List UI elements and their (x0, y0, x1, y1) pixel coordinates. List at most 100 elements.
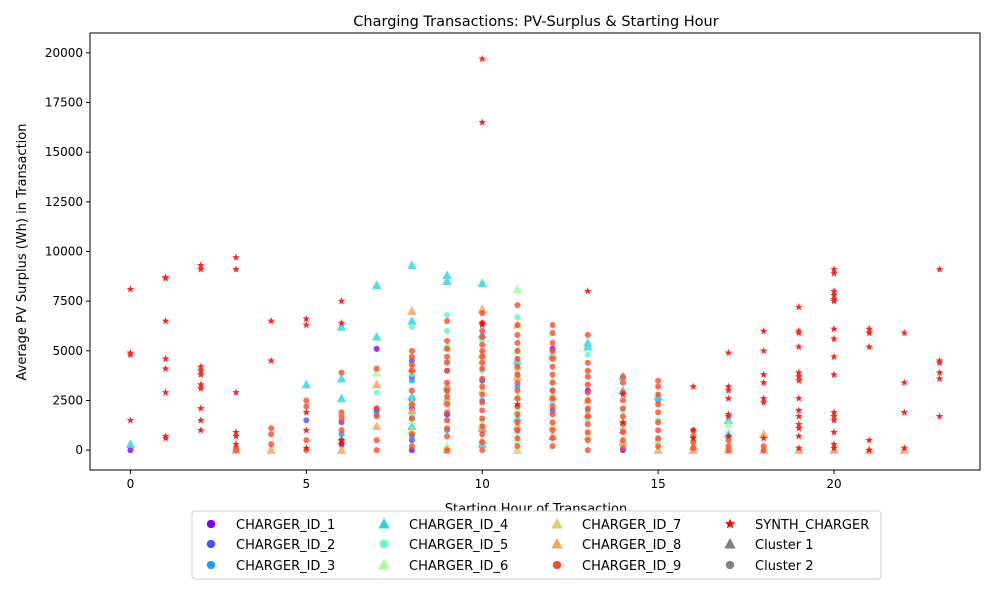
data-point (514, 427, 521, 434)
data-point (655, 435, 662, 442)
data-point (830, 440, 838, 448)
data-point (336, 321, 347, 331)
data-point (759, 378, 768, 386)
data-point (444, 433, 451, 440)
data-point (197, 384, 205, 392)
data-point (830, 370, 838, 378)
data-point (865, 324, 873, 333)
legend-marker (725, 560, 735, 570)
data-point (549, 339, 556, 346)
data-point (126, 416, 135, 424)
data-point (268, 425, 275, 432)
data-point (479, 327, 486, 334)
data-point (584, 373, 591, 380)
data-point (302, 426, 311, 434)
data-point (583, 341, 593, 351)
data-point (830, 334, 838, 343)
data-point (549, 411, 556, 418)
data-point (690, 439, 697, 446)
data-point (373, 365, 380, 372)
data-point (619, 418, 627, 426)
data-point (512, 413, 523, 423)
data-point (549, 443, 556, 450)
data-point (514, 379, 521, 386)
data-point (302, 321, 311, 329)
y-tick-label: 5000 (52, 344, 83, 358)
legend-marker (379, 539, 389, 549)
data-point (830, 444, 838, 452)
data-point (549, 387, 556, 394)
data-point (373, 389, 380, 396)
data-point (584, 389, 591, 396)
data-point (514, 371, 521, 378)
data-point (232, 432, 240, 440)
data-point (795, 432, 803, 440)
data-point (935, 368, 944, 376)
data-point (655, 377, 662, 384)
data-point (619, 437, 626, 444)
data-point (935, 374, 944, 382)
data-point (795, 376, 803, 384)
data-point (478, 321, 487, 329)
data-point (161, 364, 170, 372)
data-point (795, 394, 803, 402)
data-point (442, 395, 452, 405)
data-point (759, 326, 768, 335)
data-point (303, 437, 310, 444)
legend-marker (378, 559, 390, 570)
data-point (512, 405, 523, 415)
data-point (619, 429, 626, 436)
data-point (830, 428, 838, 436)
data-point (444, 447, 451, 454)
data-point (689, 434, 698, 442)
data-point (337, 297, 346, 305)
data-point (266, 445, 276, 454)
legend-marker (724, 538, 736, 549)
legend-label: SYNTH_CHARGER (755, 518, 869, 533)
data-point (337, 440, 346, 448)
data-point (302, 444, 311, 452)
data-point (303, 417, 310, 424)
data-point (479, 383, 486, 390)
data-point (477, 278, 487, 288)
data-point (444, 327, 451, 334)
data-point (444, 367, 451, 374)
data-point (865, 342, 873, 351)
data-point (655, 409, 662, 416)
y-tick-label: 10000 (45, 245, 83, 259)
data-point (407, 425, 417, 435)
data-point (584, 359, 591, 366)
data-point (444, 409, 451, 416)
data-point (407, 405, 417, 415)
data-point (653, 445, 663, 454)
data-point (759, 394, 768, 402)
legend-label: CHARGER_ID_6 (409, 559, 508, 574)
data-point (477, 385, 487, 395)
data-point (724, 348, 733, 357)
data-point (795, 424, 803, 432)
data-point (407, 306, 417, 315)
data-point (584, 397, 591, 404)
data-point (444, 353, 451, 360)
data-point (724, 432, 733, 440)
data-point (900, 444, 909, 452)
data-point (655, 401, 662, 408)
data-point (267, 317, 275, 325)
data-point (371, 331, 382, 341)
data-point (830, 265, 838, 273)
legend-marker (206, 560, 216, 570)
data-point (795, 342, 803, 351)
data-point (479, 353, 486, 360)
data-point (514, 435, 521, 442)
legend-item: CHARGER_ID_1 (206, 518, 335, 533)
data-point (724, 382, 733, 390)
data-point (408, 367, 415, 374)
data-point (444, 359, 451, 366)
data-point (724, 412, 733, 420)
legend-item: Cluster 2 (725, 559, 814, 574)
data-point (689, 382, 698, 390)
data-point (900, 328, 909, 337)
data-point (759, 346, 768, 355)
x-tick-label: 15 (650, 477, 665, 491)
data-point (583, 431, 593, 440)
